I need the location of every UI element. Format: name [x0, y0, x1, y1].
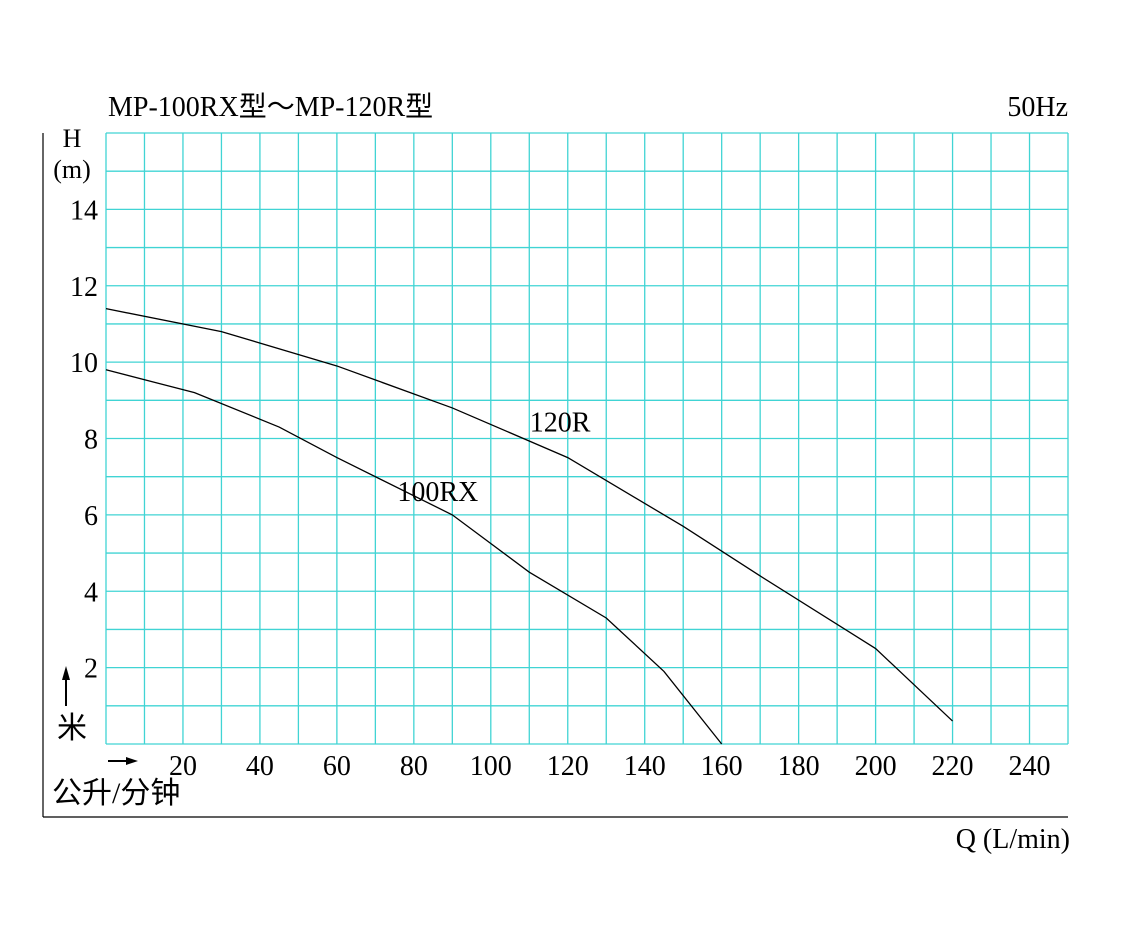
x-tick-label: 60	[323, 751, 351, 782]
x-tick-label: 20	[169, 751, 197, 782]
x-tick-label: 40	[246, 751, 274, 782]
x-axis-label: Q (L/min)	[956, 824, 1070, 855]
series-line-100rx	[105, 369, 723, 745]
y-axis-unit: (m)	[53, 155, 91, 184]
x-tick-label: 160	[701, 751, 743, 782]
tick-labels: 20 40 60 80 100 120 140 160 180 200 220 24024681012…	[70, 195, 1051, 782]
arrow-up-icon	[62, 666, 70, 706]
series-label-120r: 120R	[530, 408, 591, 439]
x-tick-label: 200	[855, 751, 897, 782]
y-tick-label: 4	[84, 577, 98, 608]
x-tick-label: 140	[624, 751, 666, 782]
curves: 120R 100RX	[105, 308, 954, 745]
y-tick-label: 6	[84, 501, 98, 532]
chart-title: MP-100RX型～MP-120R型	[108, 91, 433, 123]
y-axis-unit-cn: 米	[57, 712, 87, 745]
grid	[105, 132, 1069, 745]
series-line-120r	[105, 308, 954, 722]
y-tick-label: 12	[70, 272, 98, 303]
x-tick-label: 180	[778, 751, 820, 782]
y-tick-label: 10	[70, 348, 98, 379]
axes	[42, 133, 1068, 818]
y-tick-label: 2	[84, 654, 98, 685]
y-tick-label: 8	[84, 425, 98, 456]
x-tick-label: 80	[400, 751, 428, 782]
y-tick-label: 14	[70, 195, 98, 226]
y-axis-label: H	[63, 124, 82, 153]
x-axis-unit-cn: 公升/分钟	[52, 777, 180, 810]
x-tick-label: 120	[547, 751, 589, 782]
series-label-100rx: 100RX	[397, 477, 478, 508]
frequency-label: 50Hz	[1007, 92, 1068, 123]
x-tick-label: 220	[932, 751, 974, 782]
arrow-right-icon	[108, 757, 138, 765]
x-tick-label: 240	[1009, 751, 1051, 782]
x-tick-label: 100	[470, 751, 512, 782]
